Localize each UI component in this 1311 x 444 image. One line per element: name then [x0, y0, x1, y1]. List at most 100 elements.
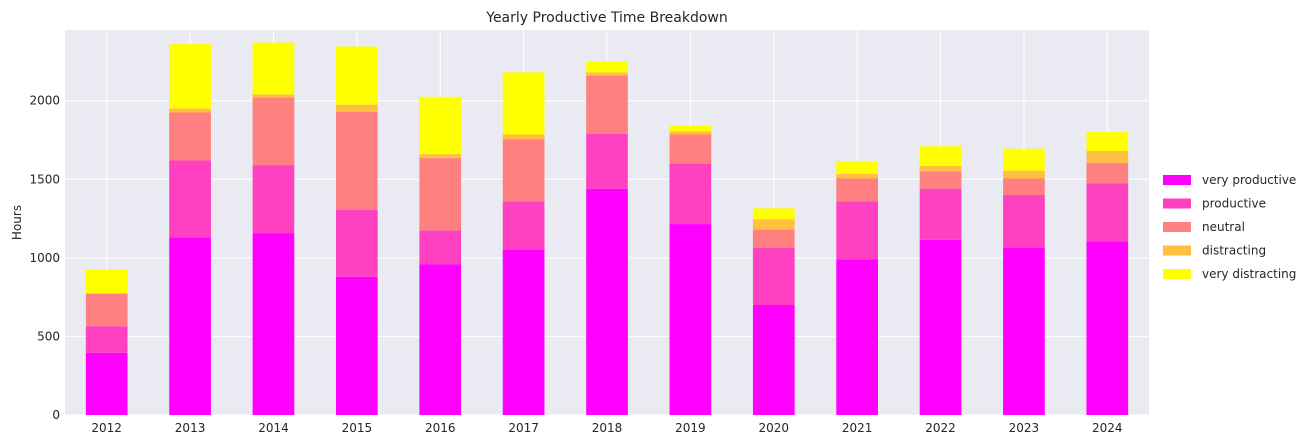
bar-segment-distracting	[336, 104, 378, 112]
legend-label: distracting	[1202, 244, 1266, 258]
legend-label: productive	[1202, 197, 1266, 211]
bar-segment-productive	[336, 209, 378, 277]
bar-segment-very-productive	[836, 259, 878, 415]
bar-segment-productive	[252, 165, 295, 234]
bar-segment-productive	[836, 201, 878, 260]
y-tick-label: 0	[52, 408, 60, 422]
bar-segment-neutral	[669, 134, 712, 164]
bar-segment-neutral	[752, 229, 795, 248]
y-tick-labels: 0 500 1000 1500 2000	[29, 94, 60, 422]
x-tick-label: 2023	[1009, 421, 1040, 435]
bar-segment-very-distracting	[919, 146, 962, 166]
bar-segment-productive	[1086, 183, 1129, 242]
bar-segment-very-productive	[169, 237, 211, 415]
y-tick-label: 1000	[29, 251, 60, 265]
bar-segment-very-productive	[1003, 247, 1045, 415]
bar-segment-very-productive	[1086, 241, 1129, 415]
x-tick-label: 2017	[508, 421, 539, 435]
bar-segment-very-productive	[502, 250, 545, 415]
x-tick-label: 2012	[91, 421, 122, 435]
bar-segment-neutral	[919, 171, 962, 189]
bar-segment-very-distracting	[1086, 132, 1129, 151]
bar-segment-neutral	[1003, 178, 1045, 195]
x-tick-label: 2022	[925, 421, 956, 435]
bar-segment-productive	[586, 133, 628, 189]
bar-segment-neutral	[252, 97, 295, 166]
bar-segment-productive	[669, 163, 712, 225]
bars	[85, 42, 1129, 415]
bar-segment-productive	[502, 201, 545, 250]
bar-segment-very-productive	[252, 233, 295, 415]
legend-swatch	[1163, 269, 1191, 279]
bar-segment-distracting	[169, 108, 211, 113]
bar-segment-distracting	[502, 134, 545, 140]
x-tick-label: 2015	[342, 421, 373, 435]
bar-segment-distracting	[85, 293, 128, 294]
bar-segment-very-distracting	[252, 42, 295, 95]
bar-segment-very-productive	[336, 276, 378, 415]
bar-segment-distracting	[836, 173, 878, 179]
bar-segment-distracting	[419, 154, 462, 159]
bar-segment-very-distracting	[419, 96, 462, 155]
x-tick-label: 2016	[425, 421, 456, 435]
y-tick-label: 1500	[29, 172, 60, 186]
legend-label: very productive	[1202, 173, 1296, 187]
x-tick-label: 2013	[175, 421, 206, 435]
bar-segment-distracting	[586, 72, 628, 76]
legend-swatch	[1163, 245, 1191, 256]
bar-segment-neutral	[586, 75, 628, 134]
x-tick-label: 2014	[258, 421, 289, 435]
bar-segment-very-distracting	[169, 44, 211, 109]
bar-segment-very-distracting	[586, 61, 628, 73]
y-tick-label: 2000	[29, 94, 60, 108]
bar-segment-neutral	[836, 178, 878, 202]
bar-segment-very-distracting	[336, 46, 378, 105]
bar-segment-very-productive	[919, 239, 962, 415]
bar-segment-productive	[169, 160, 211, 238]
bar-segment-neutral	[502, 139, 545, 202]
bar-segment-neutral	[169, 112, 211, 161]
bar-segment-very-distracting	[85, 269, 128, 294]
x-tick-label: 2024	[1092, 421, 1123, 435]
chart-title: Yearly Productive Time Breakdown	[485, 10, 728, 26]
bar-segment-neutral	[85, 294, 128, 327]
x-tick-label: 2021	[842, 421, 873, 435]
bar-segment-distracting	[669, 131, 712, 135]
bar-segment-very-distracting	[502, 72, 545, 135]
bar-segment-very-productive	[85, 352, 128, 415]
bar-segment-productive	[419, 230, 462, 265]
bar-segment-productive	[85, 326, 128, 353]
y-axis-label: Hours	[10, 205, 24, 240]
bar-segment-neutral	[419, 158, 462, 231]
bar-segment-productive	[752, 247, 795, 305]
bar-segment-very-distracting	[1003, 148, 1045, 171]
legend-label: neutral	[1202, 220, 1245, 234]
bar-segment-very-distracting	[836, 161, 878, 174]
bar-segment-distracting	[1003, 170, 1045, 179]
bar-segment-very-distracting	[669, 125, 712, 132]
bar-segment-distracting	[1086, 151, 1129, 163]
x-tick-labels: 2012 2013 2014 2015 2016 2017 2018 2019 2020 2021…	[91, 421, 1122, 435]
x-tick-label: 2020	[758, 421, 789, 435]
bar-segment-very-productive	[752, 305, 795, 415]
bar-segment-very-productive	[419, 264, 462, 415]
bar-segment-productive	[919, 188, 962, 240]
bar-segment-very-productive	[586, 188, 628, 415]
bar-segment-neutral	[1086, 162, 1129, 184]
legend-label: very distracting	[1202, 267, 1296, 281]
bar-segment-distracting	[252, 94, 295, 98]
x-tick-label: 2019	[675, 421, 706, 435]
legend-swatch	[1163, 198, 1191, 209]
legend: very productive productive neutral distract…	[1163, 173, 1296, 281]
bar-segment-very-productive	[669, 224, 712, 415]
bar-segment-distracting	[752, 219, 795, 230]
bar-segment-distracting	[919, 165, 962, 172]
bar-segment-neutral	[336, 111, 378, 210]
bar-segment-very-distracting	[752, 208, 795, 220]
x-tick-label: 2018	[592, 421, 623, 435]
legend-swatch	[1163, 222, 1191, 232]
y-tick-label: 500	[37, 329, 60, 343]
legend-swatch	[1163, 175, 1191, 185]
bar-segment-productive	[1003, 195, 1045, 248]
